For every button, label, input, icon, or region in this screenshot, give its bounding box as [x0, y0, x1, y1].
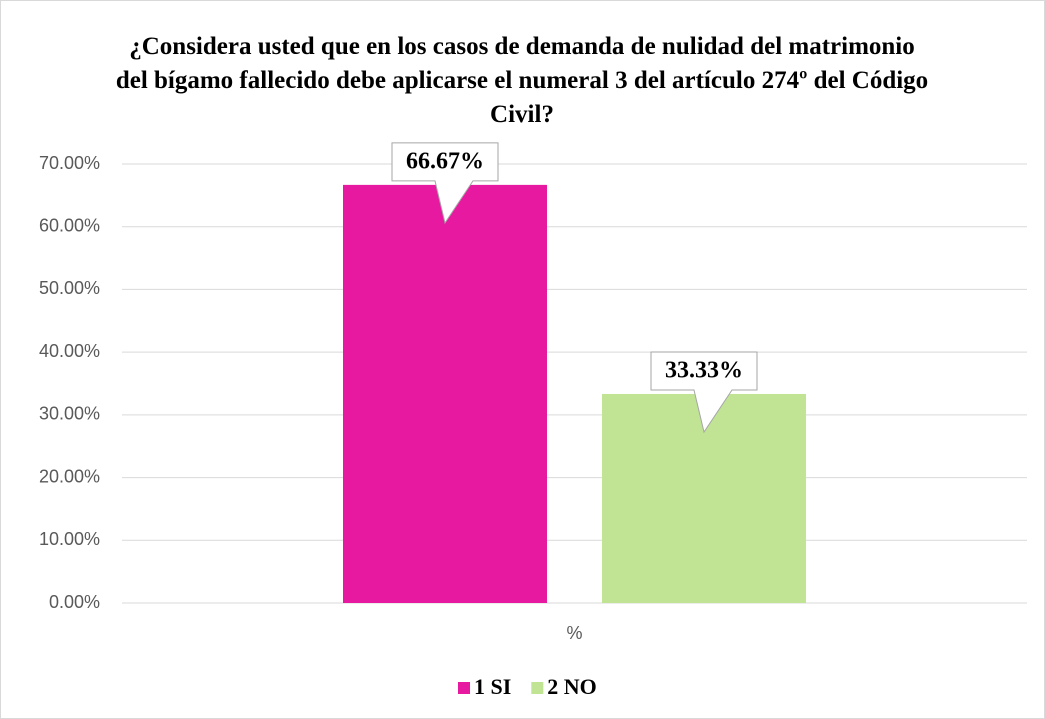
callout-box: [391, 142, 499, 225]
chart-title: ¿Considera usted que en los casos de dem…: [115, 33, 929, 128]
y-tick-label: 10.00%: [39, 529, 100, 549]
y-tick-label: 60.00%: [39, 215, 100, 235]
x-tick-label: %: [566, 623, 582, 643]
y-tick-label: 20.00%: [39, 466, 100, 486]
y-tick-label: 30.00%: [39, 404, 100, 424]
data-label: 33.33%: [665, 357, 743, 383]
y-tick-label: 0.00%: [49, 592, 100, 612]
bar: [343, 184, 547, 603]
legend-swatch: [458, 682, 470, 694]
legend-swatch: [531, 682, 544, 694]
data-label: 66.67%: [406, 148, 484, 174]
legend-label: 1 SI: [474, 674, 511, 699]
y-tick-label: 50.00%: [39, 278, 100, 298]
callout-box: [650, 351, 758, 434]
legend-label: 2 NO: [547, 674, 597, 699]
y-tick-label: 70.00%: [39, 153, 100, 173]
y-tick-label: 40.00%: [39, 341, 100, 361]
